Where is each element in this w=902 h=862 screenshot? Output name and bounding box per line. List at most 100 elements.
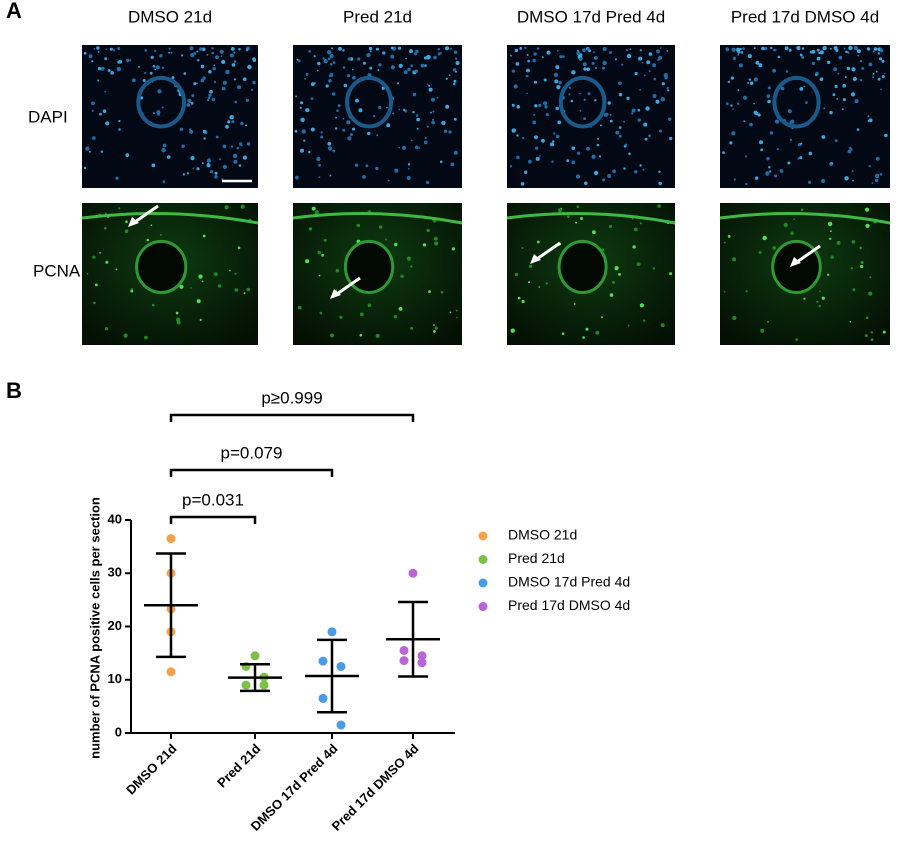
cell-spot <box>732 56 736 61</box>
cell-spot <box>864 207 870 212</box>
cell-spot <box>426 228 430 233</box>
cell-spot <box>575 221 578 224</box>
micrographs <box>81 45 891 345</box>
cell-spot <box>818 51 821 55</box>
cell-spot <box>615 130 620 135</box>
tissue-edge <box>506 212 676 225</box>
p-value: p=0.079 <box>221 443 283 462</box>
cell-spot <box>659 129 662 133</box>
cell-spot <box>556 49 559 52</box>
cell-spot <box>219 49 224 54</box>
cell-spot <box>441 120 446 126</box>
cell-spot <box>436 96 439 99</box>
cell-spot <box>430 97 435 102</box>
cell-spot <box>214 171 218 175</box>
cell-spot <box>397 82 400 85</box>
cell-spot <box>637 118 641 122</box>
cell-spot <box>423 140 428 145</box>
comparison-bracket <box>169 468 334 477</box>
cell-spot <box>757 113 761 117</box>
cell-spot <box>414 145 419 150</box>
structure <box>557 239 608 294</box>
cell-spot <box>369 66 373 70</box>
cell-spot <box>732 108 734 110</box>
cell-spot <box>854 99 859 104</box>
cell-spot <box>430 111 432 114</box>
cell-spot <box>310 127 315 132</box>
cell-spot <box>873 47 878 51</box>
cell-spot <box>524 170 528 174</box>
cell-spot <box>192 167 195 170</box>
cell-spot <box>579 109 582 112</box>
cell-spot <box>538 286 540 288</box>
cell-spot <box>860 264 864 269</box>
cell-spot <box>591 61 595 65</box>
cell-spot <box>211 97 216 102</box>
cell-spot <box>225 124 229 129</box>
cell-spot <box>407 163 411 166</box>
cell-spot <box>850 267 854 270</box>
cell-spot <box>320 135 324 139</box>
cell-spot <box>152 112 155 114</box>
cell-spot <box>296 58 299 61</box>
cell-spot <box>867 115 870 117</box>
cell-spot <box>337 104 341 108</box>
cell-spot <box>104 327 109 331</box>
cell-spot <box>189 129 194 134</box>
cell-spot <box>199 318 202 321</box>
cell-spot <box>318 163 321 167</box>
cell-spot <box>95 283 98 287</box>
cell-spot <box>588 49 592 53</box>
cell-spot <box>790 231 794 235</box>
cell-spot <box>242 155 247 160</box>
cell-spot <box>652 94 657 98</box>
panel-letter: A <box>6 0 22 23</box>
cell-spot <box>666 86 669 90</box>
cell-spot <box>454 57 458 60</box>
cell-spot <box>809 50 813 54</box>
cell-spot <box>375 166 379 171</box>
cell-spot <box>609 293 614 297</box>
cell-spot <box>222 164 227 169</box>
tissue-edge <box>81 212 259 225</box>
cell-spot <box>310 82 315 87</box>
cell-spot <box>516 134 519 137</box>
cell-spot <box>868 62 873 67</box>
cell-spot <box>872 50 875 53</box>
cell-spot <box>86 273 89 275</box>
cell-spot <box>294 129 298 133</box>
cell-spot <box>115 176 119 180</box>
cell-spot <box>207 96 211 100</box>
cell-spot <box>347 57 351 61</box>
cell-spot <box>378 225 383 229</box>
cell-spot <box>785 70 789 73</box>
cell-spot <box>416 117 420 122</box>
cell-spot <box>116 67 122 72</box>
micrograph <box>720 45 890 188</box>
cell-spot <box>115 268 118 271</box>
cell-spot <box>91 101 95 106</box>
cell-spot <box>352 75 356 80</box>
cell-spot <box>329 73 334 77</box>
cell-spot <box>652 267 655 270</box>
cell-spot <box>455 309 458 312</box>
cell-spot <box>242 77 247 81</box>
legend-swatch <box>478 578 488 588</box>
cell-spot <box>664 75 668 80</box>
cell-spot <box>521 247 524 249</box>
cell-spot <box>372 114 376 118</box>
cell-spot <box>350 133 353 137</box>
cell-spot <box>535 146 539 150</box>
cell-spot <box>93 301 96 305</box>
cell-spot <box>723 241 726 244</box>
cell-spot <box>835 48 839 53</box>
cell-spot <box>346 120 351 125</box>
cell-spot <box>753 77 758 82</box>
cell-spot <box>789 138 793 141</box>
cell-spot <box>877 77 881 81</box>
cell-spot <box>631 108 636 113</box>
cell-spot <box>852 77 857 81</box>
cell-spot <box>410 64 414 67</box>
cell-spot <box>332 61 336 64</box>
cell-spot <box>586 67 590 72</box>
